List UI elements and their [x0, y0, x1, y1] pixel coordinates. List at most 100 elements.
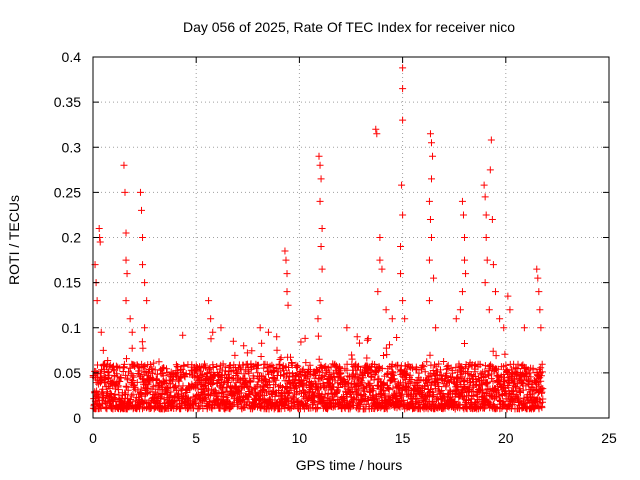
data-point — [139, 234, 147, 241]
data-point — [425, 256, 433, 264]
data-point — [399, 64, 407, 72]
data-point — [378, 265, 386, 273]
data-points — [89, 64, 547, 413]
data-point — [205, 297, 213, 305]
data-point — [382, 306, 390, 314]
data-point — [96, 238, 104, 246]
data-point — [398, 181, 406, 189]
data-point — [459, 211, 467, 219]
data-point — [426, 130, 434, 138]
data-point — [483, 256, 491, 264]
data-point — [376, 256, 384, 264]
data-point — [482, 211, 490, 219]
data-point — [491, 288, 499, 296]
y-tick-label: 0.35 — [54, 94, 81, 110]
data-point — [207, 315, 215, 323]
data-point — [536, 306, 544, 314]
data-point — [282, 256, 290, 264]
data-point — [496, 315, 504, 323]
y-axis-label: ROTI / TECUs — [6, 195, 22, 285]
data-point — [462, 270, 470, 278]
data-point — [432, 324, 440, 332]
y-tick-label: 0.4 — [62, 49, 82, 65]
data-point — [461, 234, 469, 241]
data-point — [397, 270, 405, 278]
data-point — [372, 125, 380, 133]
y-tick-label: 0.05 — [54, 365, 81, 381]
data-point — [533, 265, 541, 273]
data-point — [317, 243, 325, 251]
plot-frame — [92, 56, 610, 419]
data-point — [229, 337, 237, 345]
data-point — [481, 193, 489, 201]
data-point — [506, 306, 514, 314]
data-point — [537, 324, 545, 332]
data-point — [482, 234, 490, 241]
data-point — [122, 297, 130, 305]
data-point — [284, 301, 292, 309]
data-point — [353, 333, 361, 341]
data-point — [126, 315, 134, 323]
x-tick-label: 25 — [601, 430, 617, 446]
data-point — [318, 224, 326, 232]
data-point — [461, 256, 469, 264]
data-point — [273, 333, 281, 341]
data-point — [397, 243, 405, 251]
data-point — [426, 215, 434, 223]
data-point — [209, 328, 217, 336]
data-point — [425, 297, 433, 305]
data-point — [315, 152, 323, 160]
axis-ticks: 0 5 10 15 20 25 0 0.05 0.1 0.15 0.2 0.25 0.3 0.35 0.4 — [54, 49, 617, 446]
data-point — [217, 324, 225, 332]
data-point — [480, 181, 488, 189]
x-tick-label: 20 — [498, 430, 514, 446]
data-point — [314, 315, 322, 323]
data-point — [429, 152, 437, 160]
data-point — [139, 261, 147, 269]
data-point — [535, 288, 543, 296]
data-point — [425, 197, 433, 205]
data-point — [373, 130, 381, 138]
data-point — [120, 161, 128, 169]
data-point — [317, 175, 325, 183]
data-point — [481, 279, 489, 287]
data-point — [281, 247, 289, 255]
data-point — [399, 85, 407, 93]
data-point — [123, 270, 131, 278]
data-point — [316, 161, 324, 169]
data-point — [264, 328, 272, 336]
data-point — [456, 306, 464, 314]
data-point — [388, 315, 396, 323]
data-point — [136, 188, 144, 196]
data-point — [485, 306, 493, 314]
x-tick-label: 0 — [89, 430, 97, 446]
data-point — [427, 175, 435, 183]
data-point — [500, 324, 508, 332]
x-tick-label: 15 — [395, 430, 411, 446]
data-point — [283, 288, 291, 296]
y-tick-label: 0.2 — [62, 230, 82, 246]
y-tick-label: 0.15 — [54, 275, 81, 291]
data-point — [316, 297, 324, 305]
x-tick-label: 5 — [192, 430, 200, 446]
data-point — [374, 288, 382, 296]
data-point — [138, 206, 146, 214]
data-point — [504, 292, 512, 300]
data-point — [430, 274, 438, 282]
y-tick-label: 0 — [73, 410, 81, 426]
data-point — [128, 328, 136, 336]
y-tick-label: 0.25 — [54, 184, 81, 200]
data-point — [427, 234, 435, 241]
data-point — [399, 116, 407, 124]
data-point — [122, 256, 130, 264]
data-point — [458, 288, 466, 296]
chart-title: Day 056 of 2025, Rate Of TEC Index for r… — [183, 19, 515, 35]
data-point — [458, 197, 466, 205]
data-point — [316, 197, 324, 205]
data-point — [452, 315, 460, 323]
data-point — [427, 139, 435, 147]
data-point — [534, 274, 542, 282]
y-tick-label: 0.3 — [62, 139, 82, 155]
x-axis-label: GPS time / hours — [296, 457, 403, 473]
